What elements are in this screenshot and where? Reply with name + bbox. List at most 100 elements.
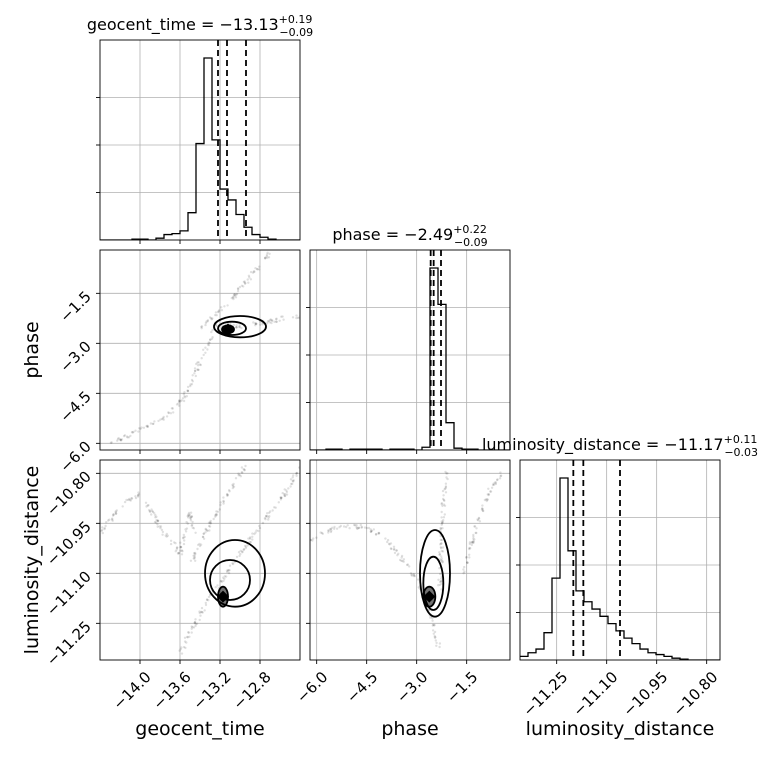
scatter-point bbox=[216, 584, 219, 587]
scatter-point bbox=[189, 515, 192, 519]
scatter-point bbox=[233, 294, 236, 297]
scatter-point bbox=[162, 418, 165, 421]
scatter-point bbox=[388, 543, 391, 546]
scatter-point bbox=[315, 536, 318, 539]
scatter-point bbox=[160, 417, 164, 421]
scatter-point bbox=[210, 318, 213, 321]
scatter-point bbox=[234, 296, 238, 299]
scatter-point bbox=[462, 572, 465, 575]
scatter-point bbox=[266, 322, 269, 325]
scatter-point bbox=[121, 505, 124, 508]
scatter-point bbox=[440, 557, 443, 560]
scatter-point bbox=[468, 541, 472, 544]
contour-level-2 bbox=[204, 539, 266, 608]
scatter-point bbox=[137, 491, 140, 494]
scatter-point bbox=[207, 341, 210, 344]
scatter-point bbox=[205, 320, 208, 323]
scatter-point bbox=[390, 547, 393, 551]
scatter-point bbox=[472, 540, 475, 543]
scatter-point bbox=[241, 550, 244, 553]
y-tick-label-luminosity_distance: −10.95 bbox=[43, 517, 95, 569]
scatter-point bbox=[292, 474, 295, 477]
scatter-point bbox=[429, 616, 432, 619]
scatter-point bbox=[182, 645, 186, 649]
scatter-point bbox=[248, 537, 252, 540]
scatter-point bbox=[472, 537, 475, 540]
scatter-point bbox=[472, 533, 475, 537]
scatter-point bbox=[183, 396, 187, 399]
scatter-point bbox=[269, 510, 272, 513]
scatter-point bbox=[247, 274, 251, 277]
scatter-point bbox=[242, 548, 246, 551]
scatter-point bbox=[483, 498, 487, 502]
panel-frame-geocent_time-luminosity_distance bbox=[99, 459, 301, 661]
scatter-point bbox=[186, 389, 190, 393]
scatter-point bbox=[160, 528, 164, 532]
scatter-point bbox=[468, 546, 471, 550]
scatter-point bbox=[265, 253, 269, 256]
scatter-point bbox=[159, 525, 163, 528]
scatter-point bbox=[333, 525, 336, 529]
scatter-point bbox=[206, 529, 209, 533]
scatter-point bbox=[104, 524, 107, 528]
scatter-point bbox=[226, 494, 229, 498]
scatter-point bbox=[227, 569, 230, 572]
scatter-point bbox=[179, 549, 182, 552]
scatter-point bbox=[440, 559, 443, 562]
scatter-point bbox=[439, 543, 442, 546]
scatter-point bbox=[412, 573, 415, 576]
scatter-point bbox=[134, 495, 137, 498]
scatter-point bbox=[186, 636, 189, 639]
scatter-point bbox=[434, 639, 437, 642]
scatter-point bbox=[496, 478, 499, 481]
scatter-point bbox=[232, 294, 236, 297]
scatter-point bbox=[117, 436, 120, 440]
scatter-point bbox=[346, 524, 349, 527]
scatter-point bbox=[499, 474, 503, 477]
scatter-point bbox=[438, 583, 442, 587]
scatter-point bbox=[268, 321, 271, 324]
title-phase: phase = −2.49+0.22 −0.09 bbox=[332, 223, 487, 249]
title-geocent_time: geocent_time = −13.13+0.19 −0.09 bbox=[87, 13, 313, 39]
scatter-point bbox=[266, 320, 270, 323]
scatter-point bbox=[189, 517, 192, 520]
scatter-point bbox=[273, 506, 276, 509]
scatter-point bbox=[432, 623, 435, 626]
scatter-point bbox=[277, 501, 280, 504]
scatter-point bbox=[123, 500, 127, 504]
scatter-point bbox=[177, 551, 180, 555]
scatter-point bbox=[206, 348, 209, 351]
scatter-point bbox=[146, 504, 149, 507]
scatter-point bbox=[190, 378, 194, 382]
scatter-point bbox=[167, 411, 170, 414]
scatter-point bbox=[237, 472, 240, 475]
scatter-point bbox=[393, 551, 397, 555]
scatter-point bbox=[222, 502, 225, 505]
scatter-point bbox=[377, 532, 380, 535]
scatter-point bbox=[239, 549, 242, 552]
scatter-point bbox=[491, 483, 495, 487]
scatter-point bbox=[211, 336, 214, 339]
scatter-point bbox=[216, 510, 220, 513]
scatter-point bbox=[115, 509, 119, 512]
scatter-point bbox=[355, 526, 358, 529]
y-tick-label-phase: −6.0 bbox=[56, 437, 94, 475]
scatter-point bbox=[131, 431, 134, 434]
scatter-point bbox=[107, 519, 110, 522]
scatter-point bbox=[438, 551, 441, 554]
scatter-point bbox=[268, 515, 271, 518]
scatter-point bbox=[114, 511, 117, 514]
scatter-point bbox=[142, 426, 146, 429]
scatter-point bbox=[222, 499, 225, 503]
scatter-point bbox=[214, 514, 218, 517]
scatter-point bbox=[440, 549, 443, 553]
scatter-point bbox=[100, 529, 103, 533]
scatter-point bbox=[151, 510, 155, 514]
scatter-point bbox=[203, 609, 206, 612]
scatter-point bbox=[134, 496, 138, 500]
scatter-point bbox=[232, 296, 235, 299]
scatter-point bbox=[220, 579, 223, 583]
scatter-point bbox=[367, 526, 371, 530]
scatter-point bbox=[486, 498, 489, 501]
scatter-point bbox=[374, 533, 378, 536]
